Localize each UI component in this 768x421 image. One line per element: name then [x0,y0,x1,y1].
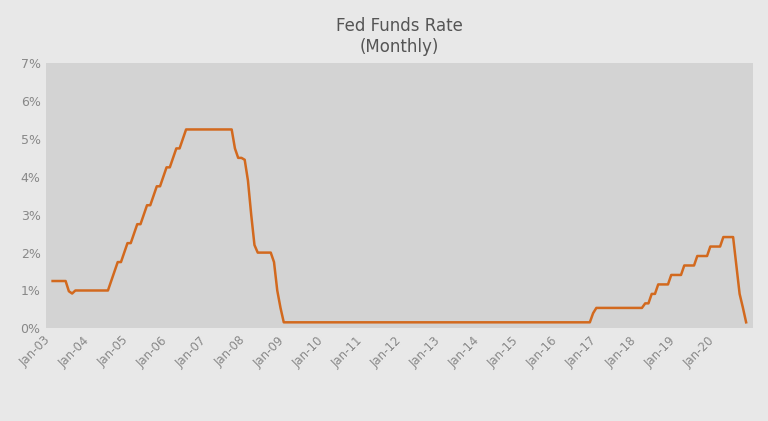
Title: Fed Funds Rate
(Monthly): Fed Funds Rate (Monthly) [336,17,463,56]
